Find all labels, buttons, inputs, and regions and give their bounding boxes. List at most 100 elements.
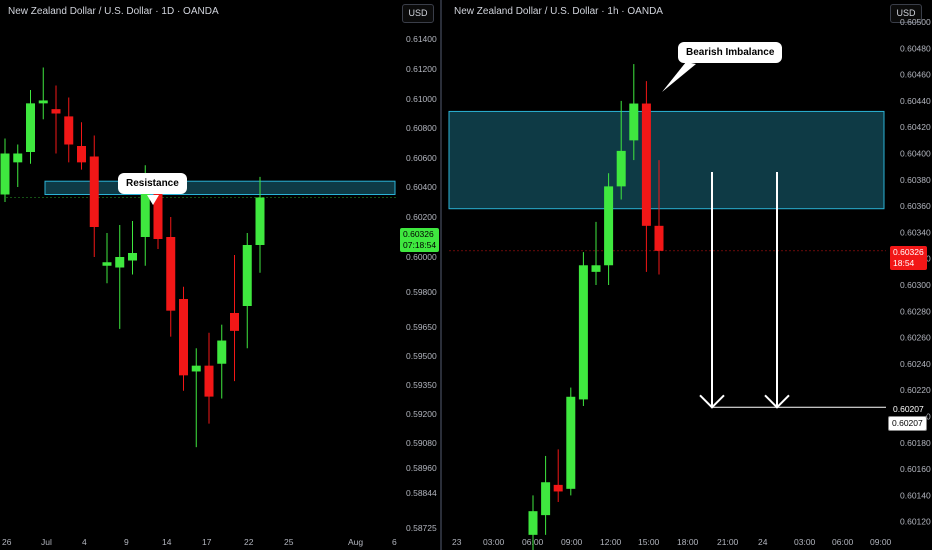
bearish-candle — [179, 299, 188, 376]
y-axis-tick-label: 0.59350 — [406, 380, 437, 390]
callout-pointer — [147, 195, 159, 205]
bullish-candle — [629, 103, 639, 141]
bullish-candle — [102, 262, 112, 266]
x-axis-tick-label: 09:00 — [561, 537, 583, 547]
x-axis-tick-label: 21:00 — [717, 537, 739, 547]
y-axis-tick-label: 0.60500 — [900, 17, 931, 27]
y-axis-tick-label: 0.60380 — [900, 175, 931, 185]
hourly-candlestick-chart[interactable]: 0.60500 0.60480 0.60460 0.60440 0.60420 0.604… — [442, 0, 932, 550]
resistance-callout: Resistance — [118, 173, 187, 194]
x-axis-tick-label: 14 — [162, 537, 172, 547]
y-axis-tick-label: 0.60000 — [406, 252, 437, 262]
current-price: 0.60326 — [403, 229, 434, 239]
down-arrow-head — [699, 394, 725, 409]
y-axis-tick-label: 0.60200 — [406, 212, 437, 222]
daily-chart-panel[interactable]: New Zealand Dollar / U.S. Dollar · 1D · … — [0, 0, 440, 550]
chart-title: New Zealand Dollar / U.S. Dollar · 1D · … — [8, 6, 219, 17]
y-axis-tick-label: 0.60360 — [900, 201, 931, 211]
hourly-chart-panel[interactable]: New Zealand Dollar / U.S. Dollar · 1h · … — [442, 0, 932, 550]
y-axis-tick-label: 0.59500 — [406, 351, 437, 361]
bullish-candle — [604, 186, 614, 266]
bearish-candle — [166, 237, 176, 311]
y-axis-tick-label: 0.60460 — [900, 70, 931, 80]
x-axis-tick-label: 03:00 — [794, 537, 816, 547]
y-axis-tick-label: 0.58844 — [406, 488, 437, 498]
y-axis-tick-label: 0.60220 — [900, 385, 931, 395]
bearish-candle — [553, 484, 563, 492]
x-axis-tick-label: 12:00 — [600, 537, 622, 547]
y-axis-tick-label: 0.59200 — [406, 409, 437, 419]
x-axis-tick-label: 6 — [392, 537, 397, 547]
currency-button[interactable]: USD — [402, 4, 434, 23]
x-axis-tick-label: 9 — [124, 537, 129, 547]
callout-pointer — [662, 62, 696, 92]
y-axis-tick-label: 0.61400 — [406, 34, 437, 44]
y-axis-tick-label: 0.60120 — [900, 517, 931, 527]
x-axis-tick-label: Aug — [348, 537, 363, 547]
x-axis-tick-label: 23 — [452, 537, 462, 547]
x-axis-tick-label: 17 — [202, 537, 212, 547]
bullish-candle — [616, 150, 626, 187]
y-axis-tick-label: 0.58725 — [406, 523, 437, 533]
x-axis-tick-label: 18:00 — [677, 537, 699, 547]
x-axis-tick-label: 22 — [244, 537, 254, 547]
bullish-candle — [0, 153, 10, 195]
bearish-candle — [51, 109, 61, 114]
bearish-candle — [77, 146, 86, 163]
candle-countdown: 18:54 — [893, 258, 915, 268]
y-axis-tick-label: 0.60340 — [900, 227, 931, 237]
current-price-tag: 0.60326 07:18:54 — [400, 228, 440, 252]
bullish-candle — [255, 197, 265, 245]
x-axis-tick-label: 24 — [758, 537, 768, 547]
current-price-tag: 0.60326 18:54 — [890, 246, 927, 270]
y-axis-tick-label: 0.60160 — [900, 464, 931, 474]
candle-countdown: 07:18:54 — [403, 240, 437, 250]
bullish-candle — [140, 185, 150, 237]
bullish-candle — [13, 153, 23, 163]
bullish-candle — [242, 245, 252, 306]
bearish-imbalance-callout: Bearish Imbalance — [678, 42, 783, 63]
bearish-candle — [654, 225, 664, 251]
x-axis-tick-label: 15:00 — [638, 537, 660, 547]
currency-button[interactable]: USD — [890, 4, 922, 23]
x-axis-tick-label: 4 — [82, 537, 87, 547]
bullish-candle — [26, 103, 35, 152]
y-axis-tick-label: 0.59080 — [406, 438, 437, 448]
x-axis-tick-label: Jul — [41, 537, 52, 547]
target-price-box: 0.60207 — [888, 416, 927, 431]
y-axis-tick-label: 0.60440 — [900, 96, 931, 106]
bearish-candle — [641, 103, 651, 226]
bullish-candle — [191, 365, 201, 372]
y-axis-tick-label: 0.60400 — [406, 182, 437, 192]
chart-title: New Zealand Dollar / U.S. Dollar · 1h · … — [454, 6, 663, 17]
x-axis-tick-label: 06:00 — [832, 537, 854, 547]
current-price: 0.60326 — [893, 247, 924, 257]
y-axis-tick-label: 0.60300 — [900, 280, 931, 290]
y-axis-tick-label: 0.59650 — [406, 322, 437, 332]
y-axis-tick-label: 0.61000 — [406, 94, 437, 104]
y-axis-tick-label: 0.60480 — [900, 43, 931, 53]
bearish-candle — [230, 313, 239, 331]
y-axis-tick-label: 0.60800 — [406, 123, 437, 133]
x-axis-tick-label: 25 — [284, 537, 294, 547]
y-axis-tick-label: 0.60280 — [900, 306, 931, 316]
y-axis-tick-label: 0.60600 — [406, 153, 437, 163]
bullish-candle — [541, 482, 551, 516]
y-axis-tick-label: 0.60420 — [900, 122, 931, 132]
y-axis-tick-label: 0.60140 — [900, 490, 931, 500]
bullish-candle — [566, 396, 576, 489]
x-axis-tick-label: 26 — [2, 537, 12, 547]
bearish-imbalance-zone — [448, 110, 885, 210]
y-axis-tick-label: 0.60180 — [900, 438, 931, 448]
y-axis-tick-label: 0.61200 — [406, 64, 437, 74]
bearish-candle — [153, 188, 163, 239]
daily-candlestick-chart[interactable]: 0.61400 0.61200 0.61000 0.60800 0.60600 0.604… — [0, 0, 440, 550]
bearish-candle — [204, 365, 214, 397]
y-axis-tick-label: 0.60260 — [900, 333, 931, 343]
y-axis-tick-label: 0.58960 — [406, 463, 437, 473]
bearish-candle — [89, 156, 99, 227]
panel-divider[interactable] — [440, 0, 442, 550]
y-axis-tick-label: 0.60400 — [900, 149, 931, 159]
bullish-candle — [115, 257, 125, 268]
bullish-candle — [38, 100, 48, 104]
